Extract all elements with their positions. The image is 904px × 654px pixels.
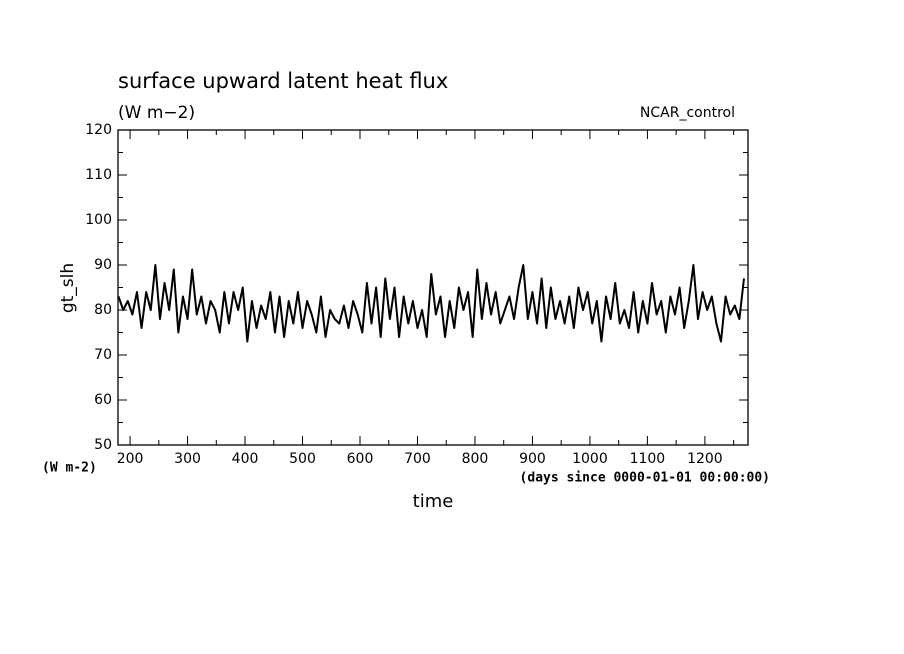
x-tick-label: 400	[232, 451, 259, 467]
x-unit-label: (days since 0000-01-01 00:00:00)	[520, 471, 770, 486]
y-unit-label: (W m-2)	[42, 461, 97, 476]
data-line	[117, 264, 745, 343]
x-tick-label: 1000	[572, 451, 608, 467]
x-tick-label: 700	[404, 451, 431, 467]
y-tick-label: 90	[94, 257, 112, 273]
y-tick-label: 110	[85, 167, 112, 183]
x-tick-label: 1100	[630, 451, 666, 467]
y-tick-label: 120	[85, 122, 112, 138]
x-tick-label: 800	[462, 451, 489, 467]
y-axis-label: gt_slh	[58, 263, 78, 313]
chart-subtitle: (W m−2)	[118, 103, 195, 123]
y-tick-label: 60	[94, 392, 112, 408]
x-tick-label: 500	[289, 451, 316, 467]
x-tick-label: 600	[347, 451, 374, 467]
y-tick-label: 70	[94, 347, 112, 363]
annotation: NCAR_control	[640, 105, 735, 121]
chart-title: surface upward latent heat flux	[118, 69, 448, 93]
x-tick-label: 300	[174, 451, 201, 467]
x-tick-label: 1200	[687, 451, 723, 467]
y-tick-label: 100	[85, 212, 112, 228]
y-tick-label: 50	[94, 437, 112, 453]
x-tick-label: 200	[117, 451, 144, 467]
x-axis-label: time	[413, 491, 454, 512]
x-tick-label: 900	[519, 451, 546, 467]
y-tick-label: 80	[94, 302, 112, 318]
